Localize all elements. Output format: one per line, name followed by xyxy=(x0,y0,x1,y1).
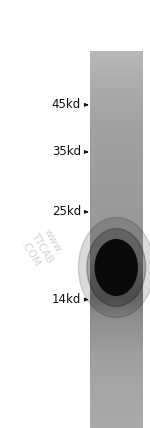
Text: 14kd: 14kd xyxy=(52,293,81,306)
Ellipse shape xyxy=(87,229,146,306)
Ellipse shape xyxy=(78,217,150,318)
Ellipse shape xyxy=(95,240,137,295)
Text: 45kd: 45kd xyxy=(52,98,81,111)
Text: www.
TTCAB
.COM: www. TTCAB .COM xyxy=(18,225,66,272)
Text: 25kd: 25kd xyxy=(52,205,81,218)
Text: 35kd: 35kd xyxy=(52,146,81,158)
